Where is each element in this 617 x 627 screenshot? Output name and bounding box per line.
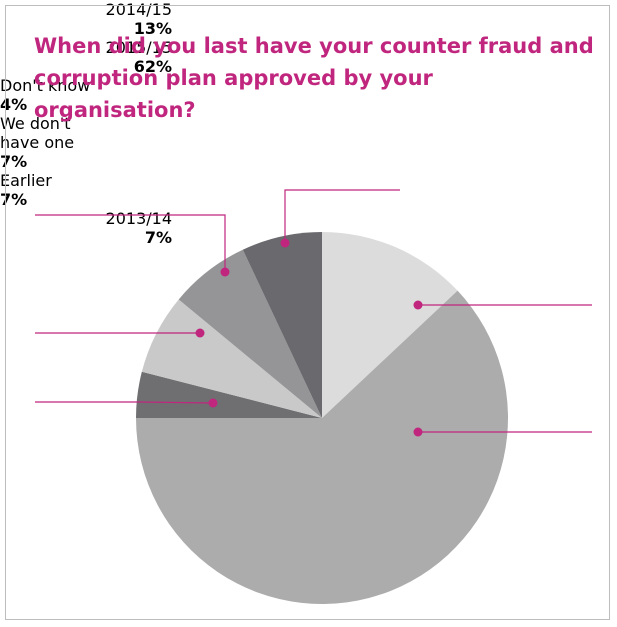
pie-slice (242, 232, 322, 418)
value-label: 7% (0, 190, 28, 209)
leader-line (35, 401, 214, 404)
slice-label: 2015/15 62% (0, 38, 172, 76)
value-label: 7% (144, 228, 172, 247)
category-label: Earlier (0, 171, 52, 190)
category-label: 2013/14 (105, 209, 172, 228)
pie-slice (136, 371, 322, 418)
category-label: Don't know (0, 76, 91, 95)
category-label: We don't have one (0, 114, 75, 152)
leader-dot (195, 328, 205, 338)
leader-line (284, 189, 400, 243)
pie-slice (178, 249, 322, 418)
leader-dot (413, 427, 423, 437)
pie-slice (136, 290, 509, 604)
frame (5, 5, 610, 620)
slice-label: Earlier 7% (0, 171, 120, 209)
leader-dot (220, 267, 230, 277)
value-label: 7% (0, 152, 28, 171)
value-label: 13% (133, 19, 172, 38)
leader-dot (208, 398, 218, 408)
pie-slice (322, 232, 458, 418)
value-label: 62% (133, 57, 172, 76)
value-label: 4% (0, 95, 28, 114)
slice-label: 2013/14 7% (0, 209, 172, 247)
leader-dot (413, 300, 423, 310)
chart-title: When did you last have your counter frau… (34, 34, 594, 122)
leader-dot (280, 238, 290, 248)
pie-slice (141, 299, 322, 418)
leader-line (35, 214, 226, 272)
slice-label: Don't know 4% (0, 76, 120, 114)
category-label: 2015/15 (105, 38, 172, 57)
category-label: 2014/15 (105, 0, 172, 19)
slice-label: 2014/15 13% (0, 0, 172, 38)
slice-label: We don't have one 7% (0, 114, 100, 171)
